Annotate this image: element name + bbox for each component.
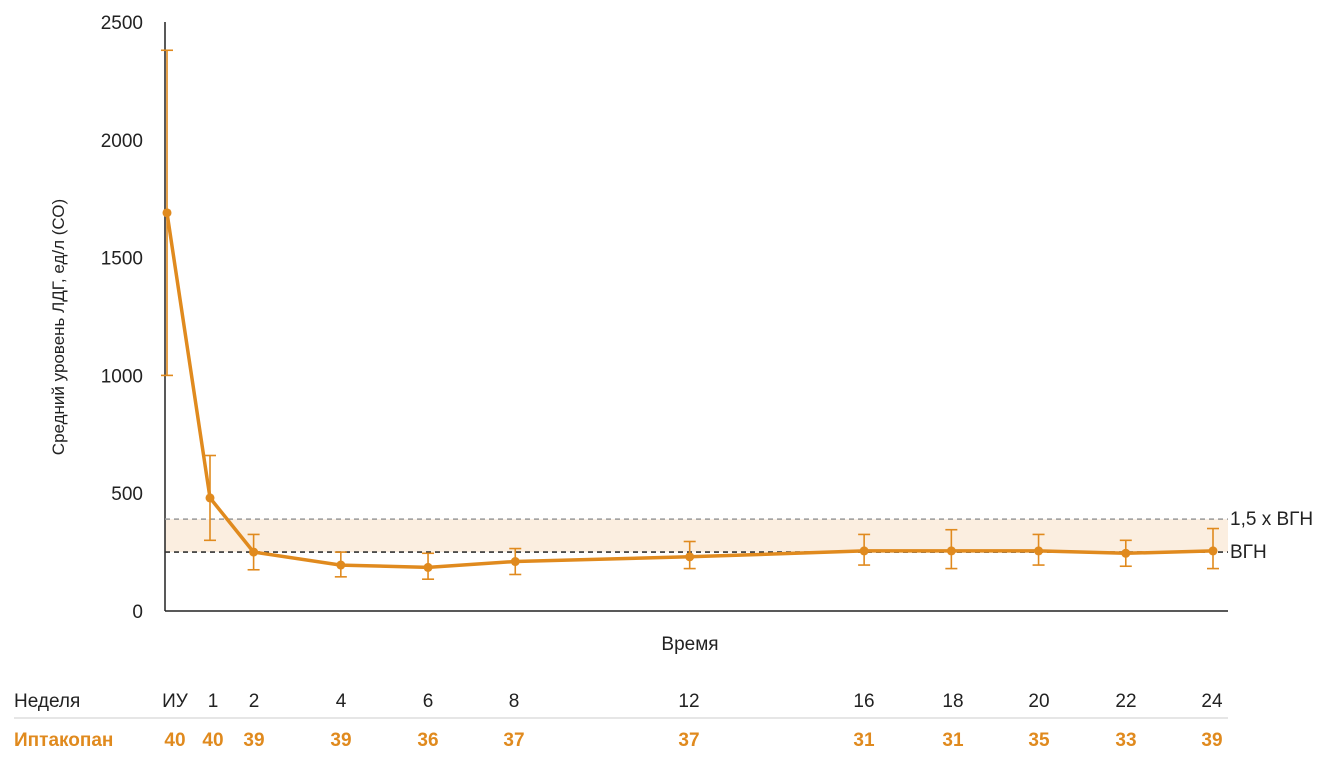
data-point bbox=[859, 546, 869, 556]
week-cell: 1 bbox=[208, 691, 219, 712]
week-cell: 6 bbox=[423, 691, 434, 712]
week-cell: 20 bbox=[1028, 691, 1049, 712]
patient-count-cell: 36 bbox=[417, 730, 438, 751]
reference-line-label: 1,5 x ВГН bbox=[1230, 509, 1313, 530]
y-tick-label: 2500 bbox=[101, 13, 143, 34]
data-point bbox=[423, 562, 433, 572]
patient-count-cell: 40 bbox=[202, 730, 223, 751]
y-tick-labels: 0 500 1000 1500 2000 2500 bbox=[101, 13, 143, 623]
patient-count-cell: 40 bbox=[164, 730, 185, 751]
y-tick-label: 1000 bbox=[101, 366, 143, 387]
week-cell: 8 bbox=[509, 691, 520, 712]
week-row-label: Неделя bbox=[14, 691, 80, 712]
data-point bbox=[510, 557, 520, 567]
patient-count-cell: 39 bbox=[1201, 730, 1222, 751]
data-point bbox=[1034, 546, 1044, 556]
data-point bbox=[205, 493, 215, 503]
data-point bbox=[249, 547, 259, 557]
axes bbox=[164, 22, 1228, 612]
week-cell: 18 bbox=[942, 691, 963, 712]
data-point bbox=[946, 546, 956, 556]
week-cell: ИУ bbox=[162, 691, 189, 712]
week-cell: 4 bbox=[336, 691, 347, 712]
y-tick-label: 1500 bbox=[101, 249, 143, 270]
data-point bbox=[336, 560, 346, 570]
error-bars bbox=[161, 49, 1219, 580]
data-point bbox=[1208, 546, 1218, 556]
week-cell: 16 bbox=[853, 691, 874, 712]
patient-count-cell: 33 bbox=[1115, 730, 1136, 751]
patient-count-cell: 37 bbox=[503, 730, 524, 751]
patient-count-cell: 37 bbox=[678, 730, 699, 751]
iptacopan-row-label: Иптакопан bbox=[14, 730, 113, 751]
week-cell: 24 bbox=[1201, 691, 1223, 712]
data-point bbox=[162, 208, 172, 218]
reference-band-layer bbox=[165, 519, 1228, 553]
reference-band bbox=[165, 519, 1228, 553]
patient-count-cell: 31 bbox=[942, 730, 964, 751]
series-line bbox=[165, 212, 1214, 570]
data-point bbox=[685, 552, 695, 562]
x-axis-label: Время bbox=[661, 634, 718, 655]
y-tick-label: 500 bbox=[111, 484, 143, 505]
week-cell: 22 bbox=[1115, 691, 1136, 712]
y-tick-label: 2000 bbox=[101, 131, 143, 152]
patient-count-cell: 35 bbox=[1028, 730, 1050, 751]
series-layer bbox=[162, 208, 1218, 572]
week-cell: 2 bbox=[249, 691, 260, 712]
patient-count-cell: 31 bbox=[853, 730, 875, 751]
patient-count-cell: 39 bbox=[243, 730, 264, 751]
reference-line-label: ВГН bbox=[1230, 542, 1267, 563]
y-axis-label: Средний уровень ЛДГ, ед/л (СО) bbox=[49, 199, 68, 455]
patient-count-cell: 39 bbox=[330, 730, 351, 751]
data-point bbox=[1121, 548, 1131, 558]
week-cell: 12 bbox=[678, 691, 699, 712]
y-tick-label: 0 bbox=[132, 602, 143, 623]
